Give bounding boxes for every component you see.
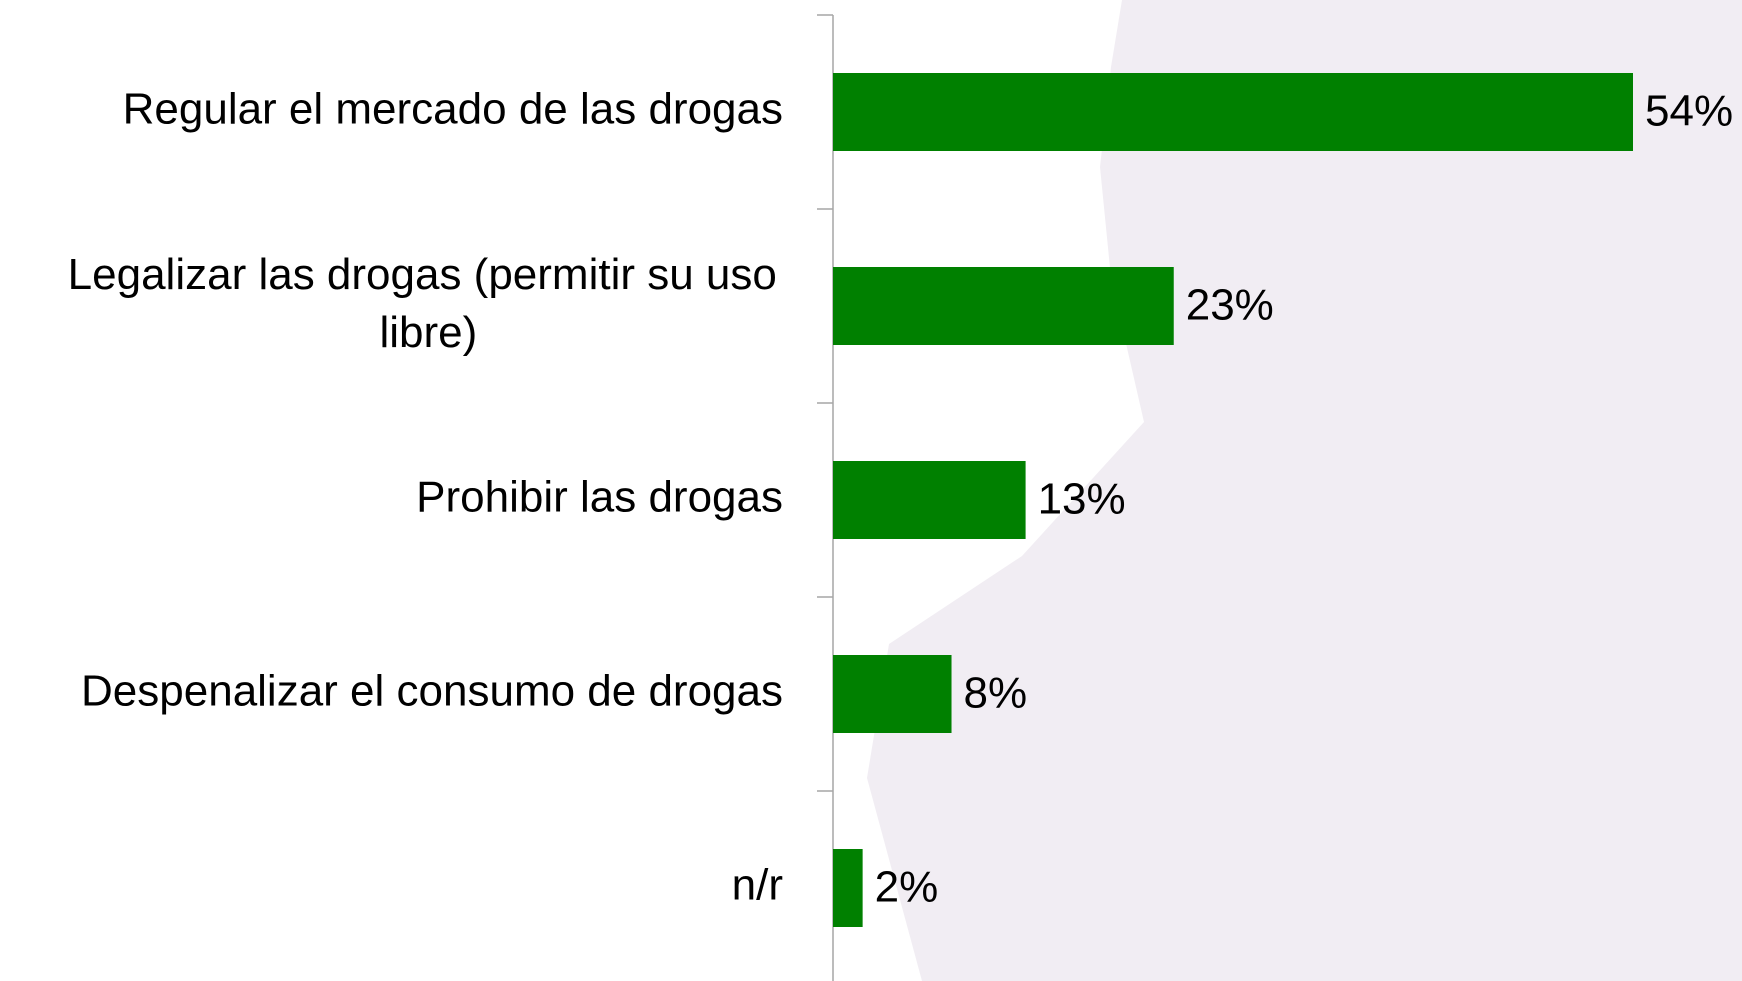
bar xyxy=(833,461,1026,539)
bar xyxy=(833,655,952,733)
background-map xyxy=(867,0,1742,981)
category-label: Legalizar las drogas (permitir su uso li… xyxy=(68,250,789,357)
data-label: 54% xyxy=(1645,87,1733,136)
data-label: 23% xyxy=(1186,281,1274,330)
category-label: Regular el mercado de las drogas xyxy=(123,85,783,134)
category-label: Prohibir las drogas xyxy=(416,473,783,522)
bar xyxy=(833,73,1633,151)
category-label: n/r xyxy=(732,861,783,910)
bar xyxy=(833,849,863,927)
category-label: Despenalizar el consumo de drogas xyxy=(81,667,783,716)
data-label: 13% xyxy=(1038,475,1126,524)
data-label: 2% xyxy=(875,863,939,912)
bar xyxy=(833,267,1174,345)
data-label: 8% xyxy=(964,669,1028,718)
